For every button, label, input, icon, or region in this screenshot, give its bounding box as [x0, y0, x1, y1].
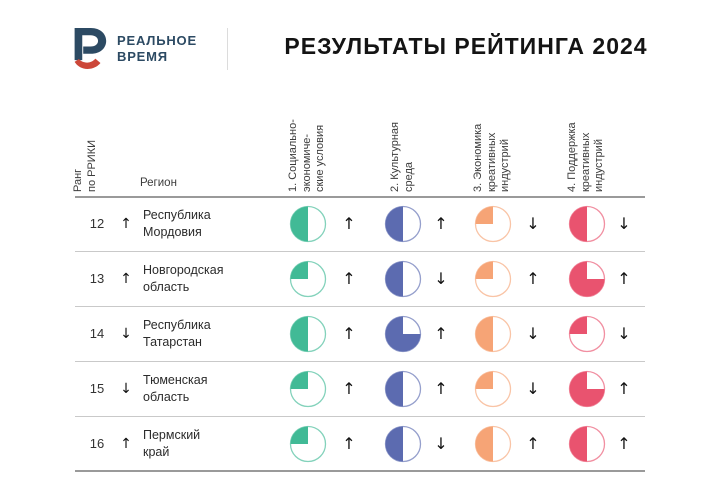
region-name: Пермский край: [143, 428, 201, 459]
score-trend-arrow: ↑: [617, 434, 631, 453]
score-pie-chart: [289, 370, 327, 408]
score-trend-arrow: ↓: [526, 214, 540, 233]
score-trend-arrow: ↑: [342, 434, 356, 453]
score-pie-chart: [384, 370, 422, 408]
score-pie-chart: [384, 425, 422, 463]
score-pie-chart: [474, 315, 512, 353]
score-trend-arrow: ↑: [617, 269, 631, 288]
page-title: РЕЗУЛЬТАТЫ РЕЙТИНГА 2024: [284, 33, 648, 59]
row-separator: [75, 306, 645, 307]
table-row: 13 ↑ Новгородская область ↑ ↓ ↑ ↑: [0, 251, 720, 306]
score-pie-chart: [568, 370, 606, 408]
row-separator: [75, 416, 645, 417]
table-row: 16 ↑ Пермский край ↑ ↓ ↑ ↑: [0, 416, 720, 471]
row-separator: [75, 251, 645, 252]
score-pie-chart: [474, 205, 512, 243]
table-bottom-rule: [75, 470, 645, 472]
score-trend-arrow: ↑: [342, 324, 356, 343]
score-pie-chart: [289, 425, 327, 463]
rank-value: 15: [89, 381, 105, 396]
header-divider: [227, 28, 228, 70]
realnoe-vremya-logo-icon: [74, 27, 107, 70]
score-trend-arrow: ↑: [434, 214, 448, 233]
table-row: 12 ↑ Республика Мордовия ↑ ↑ ↓ ↓: [0, 196, 720, 251]
score-pie-chart: [289, 315, 327, 353]
column-header-economy: 3. Экономика креативных индустрий: [472, 123, 511, 192]
table-header-rule: [75, 196, 645, 198]
score-trend-arrow: ↑: [526, 434, 540, 453]
rank-value: 13: [89, 271, 105, 286]
score-trend-arrow: ↓: [434, 434, 448, 453]
score-pie-chart: [568, 205, 606, 243]
score-trend-arrow: ↑: [526, 269, 540, 288]
region-name: Республика Татарстан: [143, 318, 211, 349]
rank-value: 14: [89, 326, 105, 341]
score-trend-arrow: ↑: [342, 379, 356, 398]
region-name: Тюменская область: [143, 373, 208, 404]
rank-trend-arrow: ↑: [120, 270, 132, 287]
column-header-socioeconomic: 1. Социально- экономиче- ские условия: [287, 119, 326, 192]
score-pie-chart: [384, 260, 422, 298]
score-pie-chart: [474, 260, 512, 298]
rank-trend-arrow: ↓: [120, 380, 132, 397]
score-pie-chart: [568, 425, 606, 463]
row-separator: [75, 361, 645, 362]
score-trend-arrow: ↓: [617, 214, 631, 233]
score-trend-arrow: ↓: [617, 324, 631, 343]
score-pie-chart: [384, 315, 422, 353]
score-pie-chart: [568, 260, 606, 298]
rank-value: 12: [89, 216, 105, 231]
score-trend-arrow: ↓: [526, 324, 540, 343]
score-pie-chart: [384, 205, 422, 243]
score-pie-chart: [568, 315, 606, 353]
brand-logo: РЕАЛЬНОЕ ВРЕМЯ: [68, 27, 197, 71]
score-pie-chart: [474, 425, 512, 463]
rank-trend-arrow: ↑: [120, 435, 132, 452]
brand-name: РЕАЛЬНОЕ ВРЕМЯ: [117, 33, 197, 64]
column-header-support: 4. Поддержка креативных индустрий: [566, 122, 605, 192]
table-row: 14 ↓ Республика Татарстан ↑ ↑ ↓ ↓: [0, 306, 720, 361]
score-trend-arrow: ↑: [342, 214, 356, 233]
region-column-header: Регион: [140, 177, 177, 189]
score-pie-chart: [474, 370, 512, 408]
score-trend-arrow: ↓: [526, 379, 540, 398]
rank-trend-arrow: ↓: [120, 325, 132, 342]
column-header-cultural: 2. Культурная среда: [389, 122, 415, 192]
score-trend-arrow: ↑: [342, 269, 356, 288]
rank-column-header: Ранг по РРИКИ: [72, 139, 98, 192]
region-name: Республика Мордовия: [143, 208, 211, 239]
score-trend-arrow: ↑: [434, 324, 448, 343]
score-trend-arrow: ↑: [617, 379, 631, 398]
table-row: 15 ↓ Тюменская область ↑ ↑ ↓ ↑: [0, 361, 720, 416]
score-trend-arrow: ↓: [434, 269, 448, 288]
rank-value: 16: [89, 436, 105, 451]
rank-trend-arrow: ↑: [120, 215, 132, 232]
score-pie-chart: [289, 260, 327, 298]
score-trend-arrow: ↑: [434, 379, 448, 398]
score-pie-chart: [289, 205, 327, 243]
region-name: Новгородская область: [143, 263, 224, 294]
